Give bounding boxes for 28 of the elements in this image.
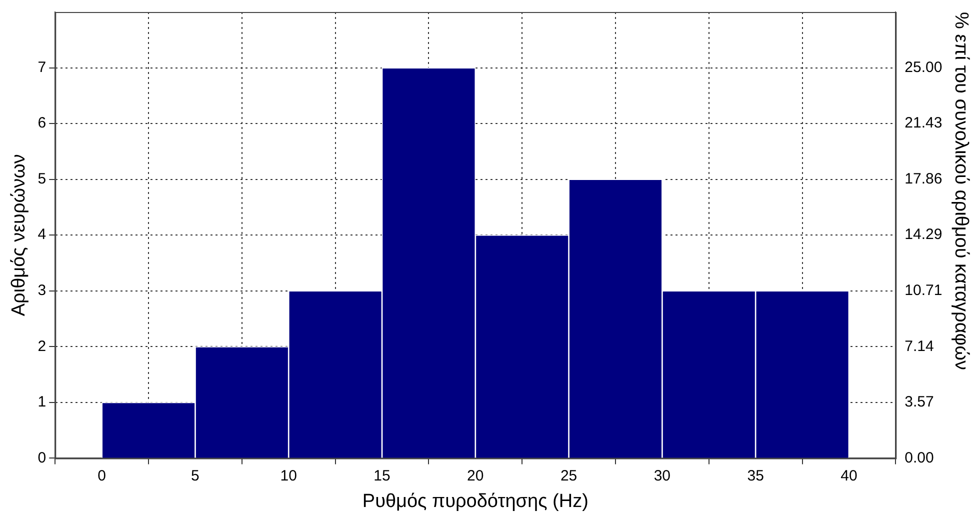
y2-axis-title: % επί του συνολικού αριθμού καταγραφών <box>950 12 972 370</box>
y2-tick-label: 3.57 <box>904 394 934 411</box>
y-tick-label: 6 <box>38 114 46 132</box>
y-tick-label: 1 <box>38 394 46 411</box>
y-tick-label: 4 <box>38 226 46 244</box>
y-tick-label: 0 <box>38 449 46 466</box>
y-axis-title: Αριθμός νευρώνων <box>8 154 30 316</box>
x-tick-label: 10 <box>280 467 297 484</box>
x-tick-label: 35 <box>747 467 764 484</box>
x-tick-label: 15 <box>374 467 390 484</box>
y2-tick-label: 7.14 <box>904 338 934 355</box>
y2-tick-label: 17.86 <box>904 170 942 188</box>
x-axis-title: Ρυθμός πυροδότησης (Hz) <box>362 490 588 512</box>
x-tick-label: 0 <box>98 467 106 484</box>
x-tick-label: 25 <box>560 467 578 484</box>
x-tick-label: 5 <box>191 467 200 484</box>
x-tick-label: 20 <box>467 467 484 484</box>
y-tick-label: 7 <box>38 58 46 76</box>
y-tick-label: 3 <box>38 282 46 300</box>
y-tick-label: 5 <box>38 170 46 188</box>
y2-tick-label: 10.71 <box>904 282 942 300</box>
x-tick-label: 30 <box>654 467 671 484</box>
y2-tick-label: 21.43 <box>904 114 942 132</box>
y2-tick-label: 14.29 <box>904 226 942 244</box>
y2-tick-label: 25.00 <box>904 58 942 76</box>
y-tick-label: 2 <box>38 338 46 355</box>
y2-tick-label: 0.00 <box>904 449 934 466</box>
x-tick-label: 40 <box>840 467 858 484</box>
